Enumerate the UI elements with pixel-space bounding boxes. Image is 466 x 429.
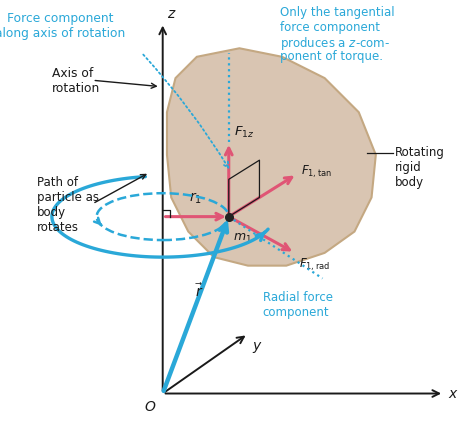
Text: Path of: Path of xyxy=(37,176,78,189)
Text: $\vec{r}$: $\vec{r}$ xyxy=(195,282,203,300)
Text: rigid: rigid xyxy=(395,161,422,174)
Text: $F_{1,\mathrm{rad}}$: $F_{1,\mathrm{rad}}$ xyxy=(299,256,330,273)
Text: force component: force component xyxy=(280,21,380,33)
Text: body: body xyxy=(395,176,424,189)
Text: $x$: $x$ xyxy=(448,387,459,401)
Text: $z$: $z$ xyxy=(167,6,177,21)
Text: Force component: Force component xyxy=(7,12,114,25)
Text: $y$: $y$ xyxy=(252,340,263,355)
Text: Axis of: Axis of xyxy=(52,67,93,81)
Text: $F_{1z}$: $F_{1z}$ xyxy=(234,125,255,140)
Text: $r_1$: $r_1$ xyxy=(189,190,202,206)
Polygon shape xyxy=(167,48,376,266)
Text: body: body xyxy=(37,206,66,219)
Text: Radial force: Radial force xyxy=(263,291,333,304)
Text: produces a $z$-com-: produces a $z$-com- xyxy=(280,36,390,52)
Text: component: component xyxy=(263,306,329,319)
Text: ponent of torque.: ponent of torque. xyxy=(280,50,383,63)
Text: $m_1$: $m_1$ xyxy=(233,232,252,245)
Text: Rotating: Rotating xyxy=(395,146,445,159)
Text: rotates: rotates xyxy=(37,221,79,234)
Text: Only the tangential: Only the tangential xyxy=(280,6,395,18)
Text: along axis of rotation: along axis of rotation xyxy=(0,27,125,40)
Text: $O$: $O$ xyxy=(144,400,156,414)
Text: rotation: rotation xyxy=(52,82,100,95)
Text: $F_{1,\mathrm{tan}}$: $F_{1,\mathrm{tan}}$ xyxy=(301,164,332,180)
Text: particle as: particle as xyxy=(37,191,99,204)
